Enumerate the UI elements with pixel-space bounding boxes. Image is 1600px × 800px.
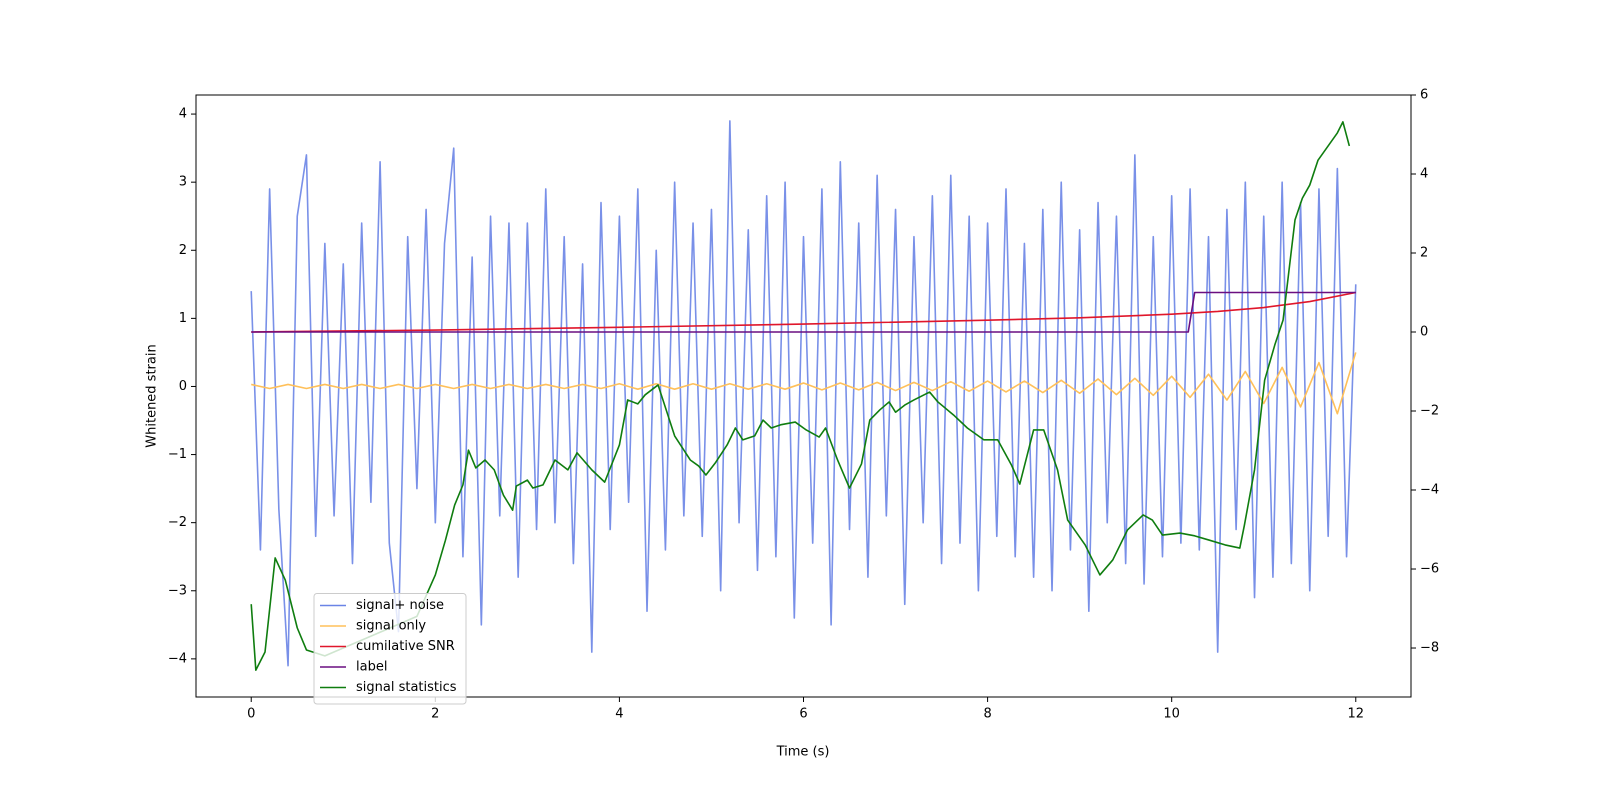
series-line: [251, 291, 1356, 333]
x-tick-label: 2: [431, 707, 439, 722]
legend-label: signal+ noise: [356, 598, 444, 613]
y-tick-label: 4: [179, 107, 187, 122]
x-tick-label: 6: [799, 707, 807, 722]
y-tick-label: −2: [168, 515, 187, 530]
legend-label: signal statistics: [356, 680, 457, 695]
legend-label: label: [356, 660, 387, 675]
y2-tick-label: 4: [1420, 167, 1428, 182]
series-line: [251, 352, 1357, 415]
legend-label: cumilative SNR: [356, 639, 455, 654]
y2-tick-label: −4: [1420, 483, 1439, 498]
y2-tick-label: −2: [1420, 404, 1439, 419]
y2-tick-label: −6: [1420, 562, 1439, 577]
y-tick-label: −3: [168, 583, 187, 598]
y-tick-label: −1: [168, 447, 187, 462]
x-tick-label: 0: [247, 707, 255, 722]
y-tick-label: 2: [179, 243, 187, 258]
series-line: [250, 121, 1351, 671]
legend-label: signal only: [356, 619, 426, 634]
y-tick-label: 0: [179, 379, 187, 394]
y2-tick-label: −8: [1420, 641, 1439, 656]
y-tick-label: 3: [179, 175, 187, 190]
series-line: [251, 291, 1356, 333]
y2-tick-label: 6: [1420, 88, 1428, 103]
x-axis-label: Time (s): [776, 745, 830, 760]
x-tick-label: 10: [1163, 707, 1180, 722]
x-tick-label: 8: [983, 707, 991, 722]
y2-tick-label: 0: [1420, 325, 1428, 340]
x-tick-label: 12: [1347, 707, 1364, 722]
y-tick-label: −4: [168, 651, 187, 666]
legend-box: [313, 593, 467, 705]
y-axis-label: Whitened strain: [145, 344, 160, 447]
y-tick-label: 1: [179, 311, 187, 326]
series-line: [250, 120, 1357, 667]
x-tick-label: 4: [615, 707, 623, 722]
y2-tick-label: 2: [1420, 246, 1428, 261]
